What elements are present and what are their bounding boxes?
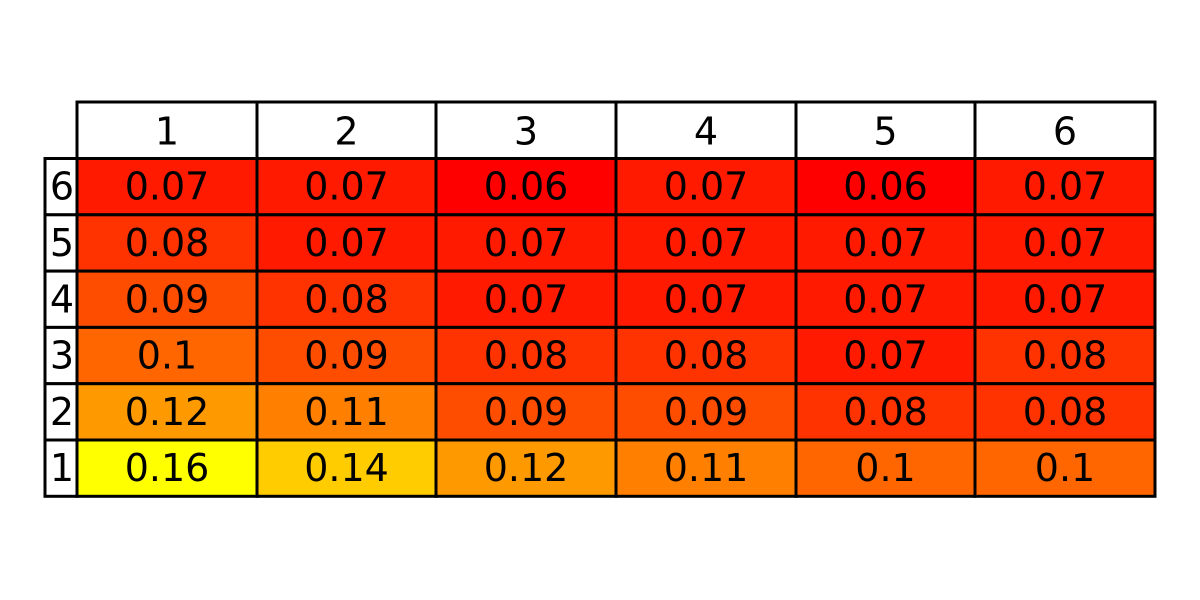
cell-value: 0.16 [125, 446, 210, 490]
heatmap-cell [75, 157, 259, 217]
cell-value: 0.07 [843, 221, 928, 265]
cell-value: 0.08 [125, 221, 210, 265]
heatmap-cell [794, 438, 977, 498]
heatmap-cell [255, 213, 438, 273]
cell-value: 0.07 [843, 277, 928, 321]
cell-value: 0.09 [304, 334, 389, 378]
cell-value: 0.1 [855, 446, 915, 490]
column-header-label: 4 [694, 109, 718, 153]
cell-value: 0.09 [664, 390, 749, 434]
cell-value: 0.07 [664, 221, 749, 265]
column-header-label: 6 [1053, 109, 1077, 153]
cell-value: 0.07 [125, 165, 210, 209]
column-header-label: 5 [873, 109, 897, 153]
heatmap-cell [434, 438, 618, 498]
heatmap-cell [75, 382, 259, 442]
heatmap-cell [794, 157, 977, 217]
row-header-cell [43, 438, 79, 498]
cell-value: 0.07 [304, 165, 389, 209]
cell-value: 0.14 [304, 446, 389, 490]
cell-value: 0.08 [304, 277, 389, 321]
heatmap-cell [794, 213, 977, 273]
column-header-cell [75, 100, 259, 160]
cell-value: 0.07 [484, 277, 569, 321]
cell-value: 0.12 [484, 446, 569, 490]
cell-value: 0.07 [1023, 165, 1108, 209]
cell-value: 0.07 [1023, 277, 1108, 321]
cell-value: 0.09 [125, 277, 210, 321]
heatmap-cell [973, 269, 1157, 329]
cell-value: 0.07 [664, 277, 749, 321]
row-header-label: 5 [50, 221, 74, 265]
row-header-label: 2 [50, 390, 74, 434]
cell-value: 0.11 [304, 390, 389, 434]
cell-value: 0.1 [137, 334, 197, 378]
column-header-label: 1 [155, 109, 179, 153]
cell-value: 0.1 [1035, 446, 1095, 490]
row-header-label: 4 [50, 277, 74, 321]
cell-value: 0.07 [1023, 221, 1108, 265]
cell-value: 0.07 [484, 221, 569, 265]
cell-value: 0.12 [125, 390, 210, 434]
cell-value: 0.08 [1023, 334, 1108, 378]
heatmap-cell [434, 157, 618, 217]
labels-layer: 1 2 3 4 5 6 6 0.07 0.07 0.06 0.07 0.06 0.07 5 0.08 0.07… [50, 109, 1107, 490]
row-header-label: 6 [50, 165, 74, 209]
heatmap-cell [75, 269, 259, 329]
cell-value: 0.08 [843, 390, 928, 434]
row-header-label: 3 [50, 334, 74, 378]
heatmap-cell [75, 325, 259, 386]
column-header-label: 3 [514, 109, 538, 153]
heatmap-cell [434, 325, 618, 386]
cell-value: 0.06 [843, 165, 928, 209]
cell-value: 0.08 [1023, 390, 1108, 434]
heatmap-cell [255, 382, 438, 442]
heatmap-cell [973, 213, 1157, 273]
column-header-label: 2 [334, 109, 358, 153]
heatmap-cell [614, 438, 798, 498]
cell-value: 0.06 [484, 165, 569, 209]
cell-value: 0.08 [664, 334, 749, 378]
cells-layer [43, 100, 1157, 498]
heatmap-cell [434, 213, 618, 273]
cell-value: 0.07 [843, 334, 928, 378]
row-header-label: 1 [50, 446, 74, 490]
cell-value: 0.07 [664, 165, 749, 209]
cell-value: 0.08 [484, 334, 569, 378]
heatmap-cell [973, 438, 1157, 498]
heatmap-cell [255, 269, 438, 329]
cell-value: 0.07 [304, 221, 389, 265]
cell-value: 0.09 [484, 390, 569, 434]
column-header-cell [973, 100, 1157, 160]
cell-value: 0.11 [664, 446, 749, 490]
